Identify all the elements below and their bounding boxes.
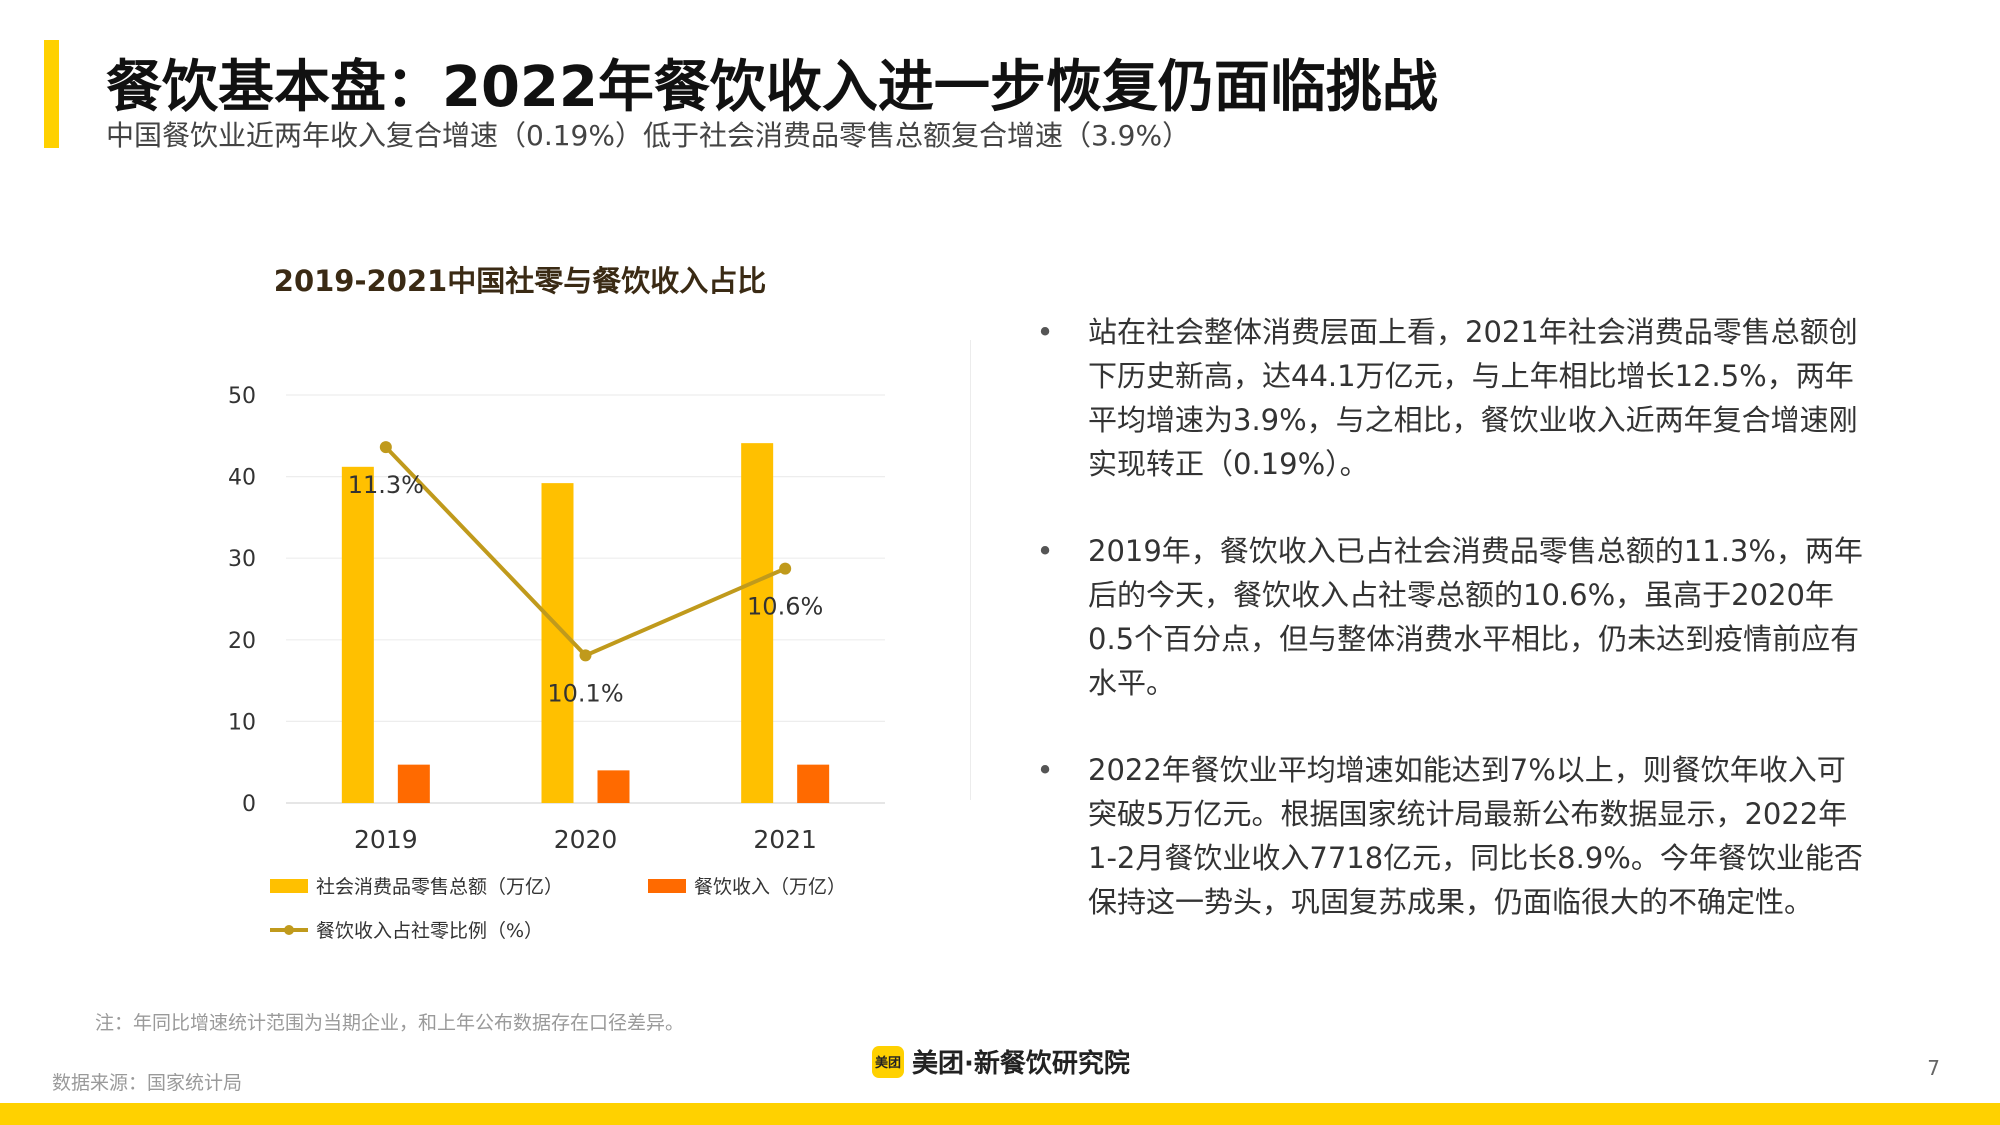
legend-label: 社会消费品零售总额（万亿） — [316, 876, 563, 898]
data-label: 10.1% — [547, 679, 623, 707]
x-tick-label: 2019 — [354, 825, 418, 854]
line-point — [779, 562, 792, 575]
legend-label: 餐饮收入（万亿） — [694, 876, 846, 898]
vertical-divider — [970, 340, 971, 800]
bar — [541, 483, 574, 803]
x-tick-label: 2020 — [554, 825, 618, 854]
footnote: 注：年同比增速统计范围为当期企业，和上年公布数据存在口径差异。 — [95, 1012, 685, 1034]
y-tick-label: 10 — [228, 710, 256, 735]
page-title: 餐饮基本盘：2022年餐饮收入进一步恢复仍面临挑战 — [106, 55, 1438, 120]
y-tick-label: 50 — [228, 384, 256, 409]
bullet-dot: • — [1036, 315, 1054, 349]
line-point — [579, 649, 592, 662]
bar — [341, 466, 374, 803]
data-label: 10.6% — [747, 593, 823, 621]
bottom-accent-bar — [0, 1103, 2000, 1125]
legend-label: 餐饮收入占社零比例（%） — [316, 920, 543, 942]
legend-swatch — [648, 879, 686, 893]
bullet-dot: • — [1036, 753, 1054, 787]
legend-swatch — [270, 879, 308, 893]
y-tick-label: 40 — [228, 466, 256, 491]
page-number: 7 — [1927, 1056, 1940, 1080]
title-accent-bar — [44, 40, 59, 148]
bullet-item: • 站在社会整体消费层面上看，2021年社会消费品零售总额创下历史新高，达44.… — [1030, 310, 1870, 486]
x-tick-label: 2021 — [753, 825, 817, 854]
bullet-text: 2022年餐饮业平均增速如能达到7%以上，则餐饮年收入可突破5万亿元。根据国家统… — [1088, 753, 1863, 919]
chart-title: 2019-2021中国社零与餐饮收入占比 — [273, 264, 767, 298]
bar — [597, 770, 630, 803]
meituan-logo-icon: 美团 — [872, 1045, 904, 1078]
line-series — [384, 445, 786, 658]
bar — [397, 764, 430, 803]
bullet-item: • 2022年餐饮业平均增速如能达到7%以上，则餐饮年收入可突破5万亿元。根据国… — [1030, 748, 1870, 924]
bullet-text: 2019年，餐饮收入已占社会消费品零售总额的11.3%，两年后的今天，餐饮收入占… — [1088, 534, 1863, 700]
line-point — [379, 441, 392, 454]
brand-logo: 美团 美团·新餐饮研究院 — [872, 1043, 1130, 1080]
y-tick-label: 20 — [228, 629, 256, 654]
y-tick-label: 0 — [242, 792, 256, 817]
brand-name: 美团·新餐饮研究院 — [912, 1049, 1130, 1079]
data-label: 11.3% — [348, 471, 424, 499]
bar — [741, 443, 774, 803]
bullet-item: • 2019年，餐饮收入已占社会消费品零售总额的11.3%，两年后的今天，餐饮收… — [1030, 529, 1870, 705]
bullet-text: 站在社会整体消费层面上看，2021年社会消费品零售总额创下历史新高，达44.1万… — [1088, 315, 1858, 481]
bullet-dot: • — [1036, 534, 1054, 568]
y-tick-label: 30 — [228, 547, 256, 572]
legend-swatch-marker — [284, 925, 294, 935]
bullet-list: • 站在社会整体消费层面上看，2021年社会消费品零售总额创下历史新高，达44.… — [1030, 310, 1870, 967]
combo-chart: 0 10 20 30 40 50 2019 2020 2021 11.3% 10.1% 10.6% 社会… — [228, 384, 885, 942]
bar — [797, 764, 830, 803]
page-subtitle: 中国餐饮业近两年收入复合增速（0.19%）低于社会消费品零售总额复合增速（3.9… — [106, 119, 1191, 152]
data-source: 数据来源：国家统计局 — [52, 1072, 243, 1094]
